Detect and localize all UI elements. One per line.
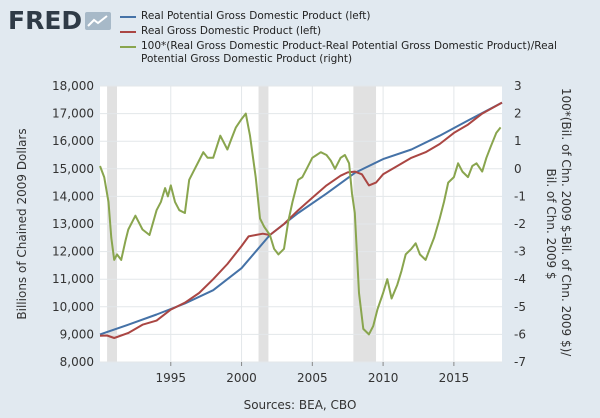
left-tick-label: 16,000 bbox=[52, 134, 94, 148]
gridlines bbox=[100, 85, 502, 363]
legend-item-potential-gdp[interactable]: Real Potential Gross Domestic Product (l… bbox=[120, 10, 590, 23]
left-axis-title: Billions of Chained 2009 Dollars bbox=[15, 128, 29, 319]
left-tick-label: 9,000 bbox=[60, 327, 94, 341]
left-tick-label: 13,000 bbox=[52, 217, 94, 231]
series-line-1 bbox=[99, 101, 503, 339]
left-tick-label: 8,000 bbox=[60, 355, 94, 369]
x-tick-label: 2005 bbox=[297, 371, 328, 385]
left-axis-ticks: 8,000 9,000 10,000 11,000 12,000 13,000 14,000… bbox=[52, 79, 94, 369]
right-tick-label: -5 bbox=[514, 300, 526, 314]
legend-item-output-gap[interactable]: 100*(Real Gross Domestic Product-Real Po… bbox=[120, 40, 590, 66]
left-tick-label: 12,000 bbox=[52, 245, 94, 259]
right-tick-label: -7 bbox=[514, 355, 526, 369]
left-tick-label: 14,000 bbox=[52, 189, 94, 203]
right-tick-label: 1 bbox=[514, 134, 522, 148]
right-axis-ticks: -7 -6 -5 -4 -3 -2 -1 0 1 2 3 bbox=[514, 79, 526, 369]
right-tick-label: 2 bbox=[514, 107, 522, 121]
right-tick-label: -4 bbox=[514, 272, 526, 286]
line-chart-icon bbox=[85, 11, 112, 30]
right-tick-label: -1 bbox=[514, 189, 526, 203]
right-tick-label: 0 bbox=[514, 162, 522, 176]
x-axis-ticks: 1995 2000 2005 2010 2015 bbox=[156, 362, 470, 385]
fred-logo[interactable]: FRED bbox=[8, 6, 112, 35]
legend-item-real-gdp[interactable]: Real Gross Domestic Product (left) bbox=[120, 25, 590, 38]
legend-swatch-real-gdp bbox=[120, 31, 136, 33]
source-note: Sources: BEA, CBO bbox=[243, 398, 357, 412]
legend-swatch-output-gap bbox=[120, 46, 136, 48]
right-tick-label: -3 bbox=[514, 245, 526, 259]
x-tick-label: 1995 bbox=[156, 371, 187, 385]
legend-label-real-gdp: Real Gross Domestic Product (left) bbox=[141, 25, 322, 37]
legend-label-potential-gdp: Real Potential Gross Domestic Product (l… bbox=[141, 10, 371, 22]
right-tick-label: -6 bbox=[514, 327, 526, 341]
right-tick-label: 3 bbox=[514, 79, 522, 93]
right-axis-title: 100*(Bil. of Chn. 2009 $-Bil. of Chn. 20… bbox=[544, 88, 573, 360]
left-tick-label: 18,000 bbox=[52, 79, 94, 93]
x-tick-label: 2010 bbox=[368, 371, 399, 385]
right-tick-label: -2 bbox=[514, 217, 526, 231]
x-tick-label: 2000 bbox=[226, 371, 257, 385]
series-line-2 bbox=[99, 112, 502, 336]
right-axis-title-line-1: 100*(Bil. of Chn. 2009 $-Bil. of Chn. 20… bbox=[559, 88, 573, 357]
left-tick-label: 11,000 bbox=[52, 272, 94, 286]
x-tick-label: 2015 bbox=[439, 371, 470, 385]
logo-text: FRED bbox=[8, 6, 83, 35]
series-line-0 bbox=[99, 101, 503, 336]
chart-legend: Real Potential Gross Domestic Product (l… bbox=[120, 10, 590, 68]
right-axis-title-line-2: Bil. of Chn. 2009 $ bbox=[544, 168, 558, 279]
legend-label-output-gap: 100*(Real Gross Domestic Product-Real Po… bbox=[141, 40, 557, 65]
series-lines bbox=[99, 101, 503, 339]
left-tick-label: 10,000 bbox=[52, 300, 94, 314]
left-tick-label: 15,000 bbox=[52, 162, 94, 176]
left-tick-label: 17,000 bbox=[52, 107, 94, 121]
legend-swatch-potential-gdp bbox=[120, 16, 136, 18]
